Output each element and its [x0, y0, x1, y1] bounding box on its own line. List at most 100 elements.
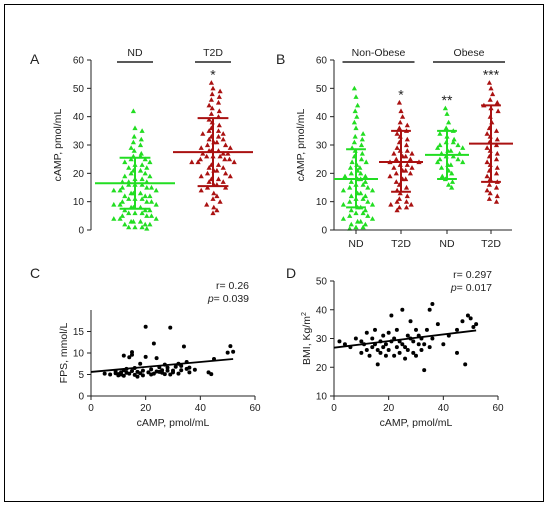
data-point [214, 139, 220, 145]
panel-label: B [276, 51, 285, 67]
data-point [206, 128, 212, 133]
y-tick-label: 5 [78, 370, 84, 381]
data-point [446, 119, 452, 125]
data-point [355, 102, 361, 108]
data-point [353, 210, 359, 216]
data-point [364, 330, 369, 335]
r-value-text: r= 0.297 [453, 269, 492, 281]
data-point [414, 353, 418, 358]
y-axis-label: cAMP, pmol/mL [52, 108, 64, 181]
data-point [144, 184, 150, 190]
data-point [197, 156, 203, 162]
data-point [347, 184, 353, 190]
significance-marker: * [398, 87, 404, 103]
data-point [403, 345, 408, 350]
data-point [365, 213, 371, 218]
p-value-text: p= 0.017 [450, 282, 492, 294]
data-point [226, 156, 233, 162]
data-point [396, 204, 402, 210]
data-point [216, 94, 222, 99]
data-point [407, 156, 413, 162]
y-axis-label: BMI, Kg/m2 [301, 312, 313, 365]
data-point [117, 216, 123, 221]
data-point [394, 327, 399, 332]
data-point [138, 150, 144, 156]
data-point [394, 345, 399, 350]
data-point [404, 193, 410, 199]
data-point [187, 370, 192, 375]
data-point [231, 349, 236, 354]
data-point [360, 196, 366, 201]
x-tick-label: 60 [249, 403, 261, 414]
data-point [340, 216, 346, 221]
data-point [409, 150, 415, 156]
y-axis-label: FPS, mmol/L [58, 323, 70, 384]
data-point [142, 170, 148, 176]
x-tick-label: T2D [391, 238, 411, 250]
data-point [231, 159, 237, 165]
data-point [493, 142, 500, 148]
data-point [127, 355, 132, 360]
data-point [216, 122, 222, 128]
data-point [455, 156, 461, 162]
data-point [494, 99, 500, 105]
data-point [171, 368, 175, 373]
data-point [396, 196, 402, 201]
data-point [349, 159, 355, 165]
data-point [165, 365, 170, 370]
data-point [449, 179, 456, 184]
data-point [204, 153, 210, 159]
y-tick-label: 0 [321, 226, 327, 237]
y-tick-label: 50 [73, 84, 85, 95]
data-point [471, 325, 476, 329]
data-point [416, 342, 421, 347]
data-point [153, 216, 159, 221]
significance-marker: *** [483, 67, 500, 83]
significance-marker: ** [442, 92, 453, 108]
data-point [449, 170, 455, 176]
data-point [364, 348, 369, 352]
data-point [220, 179, 226, 184]
data-point [362, 193, 368, 199]
data-point [179, 368, 184, 373]
data-point [168, 325, 173, 330]
data-point [347, 165, 354, 170]
data-point [387, 173, 393, 179]
data-point [126, 182, 132, 187]
data-point [484, 173, 490, 179]
data-point [351, 85, 357, 91]
data-point [362, 173, 368, 179]
data-point [468, 316, 473, 321]
data-point [209, 91, 215, 97]
data-point [358, 190, 364, 196]
data-point [353, 336, 358, 341]
data-point [403, 199, 410, 204]
data-point [383, 353, 388, 358]
data-point [210, 210, 216, 216]
data-point [396, 99, 402, 105]
data-point [131, 133, 137, 139]
y-tick-label: 20 [73, 169, 85, 180]
data-point [408, 319, 413, 324]
data-point [143, 324, 148, 329]
data-point [138, 136, 144, 142]
data-point [223, 142, 229, 148]
data-point [357, 165, 363, 170]
data-point [419, 348, 424, 352]
data-point [214, 167, 220, 173]
data-point [388, 201, 394, 207]
panel-label: D [286, 265, 296, 281]
data-point [140, 373, 145, 378]
data-point [206, 179, 212, 184]
data-point [441, 342, 446, 347]
data-point [204, 201, 210, 207]
data-point [487, 190, 493, 196]
data-point [358, 218, 364, 224]
data-point [168, 372, 173, 377]
data-point [139, 210, 145, 216]
data-point [409, 165, 415, 170]
data-point [358, 142, 365, 148]
y-tick-label: 40 [316, 112, 328, 123]
data-point [144, 165, 150, 170]
data-point [392, 353, 397, 358]
